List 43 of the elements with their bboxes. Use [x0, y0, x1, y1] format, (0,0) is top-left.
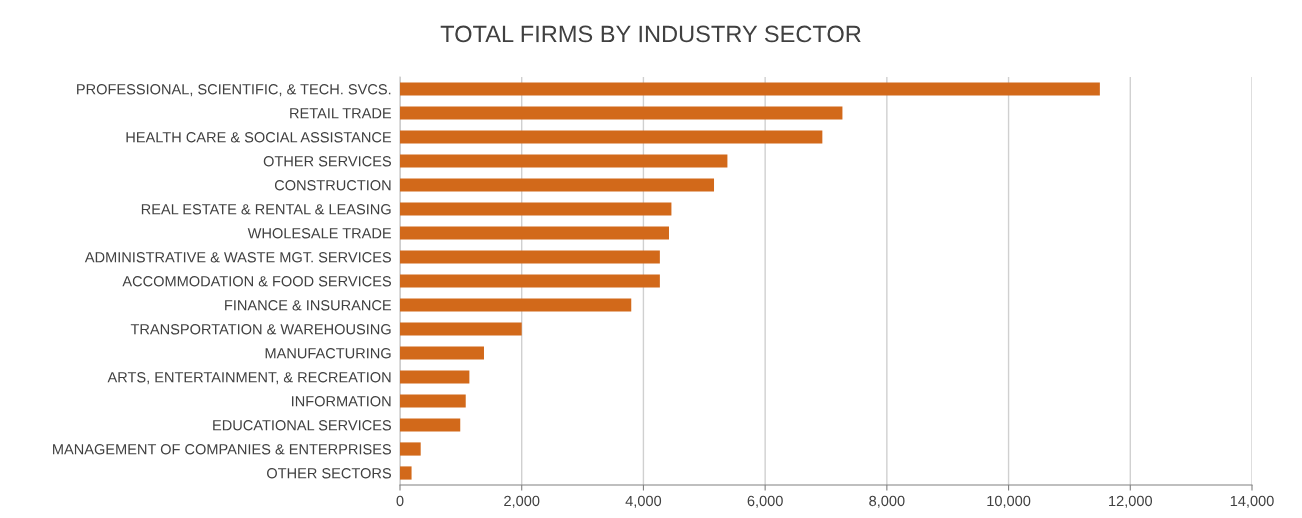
bar [400, 130, 823, 144]
x-tick-label: 6,000 [747, 495, 783, 508]
x-tick-label: 0 [396, 495, 404, 507]
bar [400, 226, 669, 240]
y-tick-label: ADMINISTRATIVE & WASTE MGT. SERVICES [84, 252, 391, 263]
x-tick-label: 14,000 [1230, 495, 1274, 508]
y-tick-label: CONSTRUCTION [274, 180, 391, 191]
y-tick-label: PROFESSIONAL, SCIENTIFIC, & TECH. SVCS. [77, 84, 391, 97]
bar [400, 82, 1100, 96]
x-tick-label: 2,000 [504, 495, 540, 508]
bar [400, 394, 466, 408]
chart-title: TOTAL FIRMS BY INDUSTRY SECTOR [440, 25, 861, 43]
bar [400, 418, 461, 432]
x-tick-label: 10,000 [987, 495, 1031, 508]
bar [400, 274, 660, 288]
bar [400, 466, 412, 480]
bar [400, 442, 421, 456]
bar [400, 202, 672, 216]
x-tick-label: 4,000 [625, 495, 662, 508]
bar [400, 370, 470, 384]
bar [400, 346, 484, 360]
y-tick-label: WHOLESALE TRADE [247, 228, 392, 239]
y-tick-label: RETAIL TRADE [290, 108, 392, 119]
x-tick-label: 8,000 [869, 495, 905, 508]
bar [400, 298, 632, 312]
y-tick-label: INFORMATION [292, 396, 391, 407]
y-tick-label: OTHER SERVICES [263, 156, 391, 167]
y-tick-label: TRANSPORTATION & WAREHOUSING [130, 324, 391, 335]
y-tick-label: MANUFACTURING [265, 348, 391, 359]
y-tick-label: ARTS, ENTERTAINMENT, & RECREATION [107, 372, 391, 385]
bar [400, 322, 522, 336]
y-tick-label: HEALTH CARE & SOCIAL ASSISTANCE [126, 132, 392, 143]
bar [400, 106, 843, 120]
y-tick-label: EDUCATIONAL SERVICES [213, 420, 391, 431]
y-tick-label: ACCOMMODATION & FOOD SERVICES [122, 276, 391, 287]
y-tick-label: REAL ESTATE & RENTAL & LEASING [141, 204, 391, 215]
y-tick-label: MANAGEMENT OF COMPANIES & ENTERPRISES [53, 444, 391, 455]
bar [400, 250, 660, 264]
x-tick-label: 12,000 [1109, 495, 1153, 508]
y-tick-label: OTHER SECTORS [267, 468, 391, 479]
bar [400, 178, 715, 192]
bar [400, 154, 728, 168]
y-tick-label: FINANCE & INSURANCE [225, 300, 392, 311]
